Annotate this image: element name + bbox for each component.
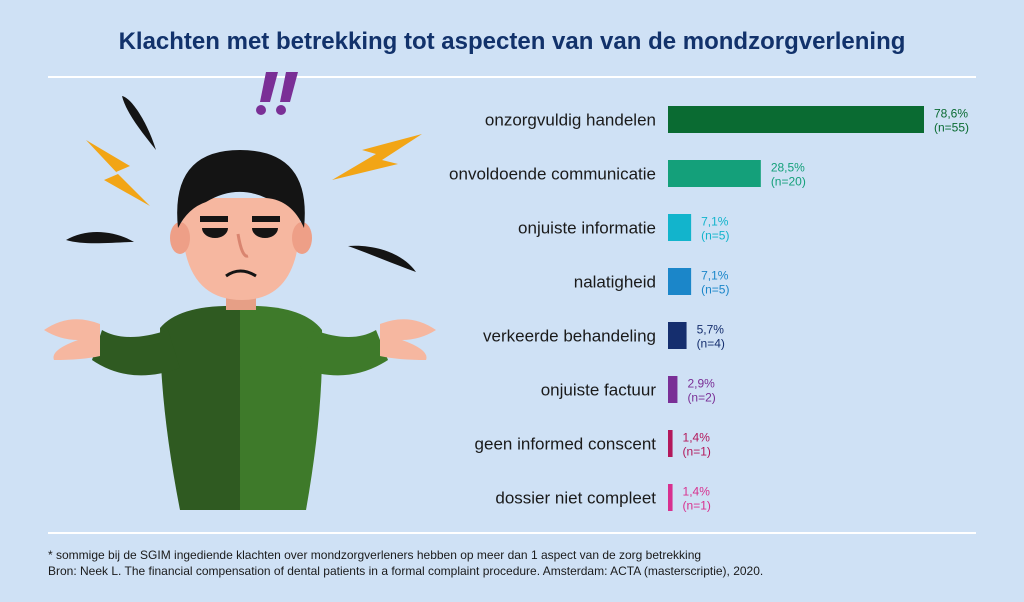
bar xyxy=(668,160,761,187)
chart-title: Klachten met betrekking tot aspecten van… xyxy=(118,28,906,55)
value-label: 7,1% xyxy=(701,269,729,283)
stroke-accent-icon xyxy=(66,231,134,244)
left-hand xyxy=(44,319,100,360)
footnote: * sommige bij de SGIM ingediende klachte… xyxy=(48,548,702,562)
eyebrow xyxy=(252,216,280,222)
value-label: 7,1% xyxy=(701,215,729,229)
right-hand xyxy=(380,319,436,360)
bar xyxy=(668,106,924,133)
category-label: onzorgvuldig handelen xyxy=(485,111,656,130)
lightning-icon xyxy=(332,134,422,180)
category-label: onjuiste factuur xyxy=(541,381,657,400)
count-label: (n=55) xyxy=(934,121,969,135)
value-label: 5,7% xyxy=(697,323,725,337)
value-label: 1,4% xyxy=(683,485,711,499)
exclamation-icon xyxy=(256,72,298,115)
value-label: 78,6% xyxy=(934,107,968,121)
ear xyxy=(170,222,190,254)
stroke-accent-icon xyxy=(122,96,156,150)
torso xyxy=(160,305,240,510)
bar xyxy=(668,484,673,511)
left-arm xyxy=(92,330,180,376)
category-label: dossier niet compleet xyxy=(495,489,656,508)
lightning-icon xyxy=(86,140,150,206)
right-arm xyxy=(300,330,388,376)
value-label: 2,9% xyxy=(687,377,715,391)
nose xyxy=(236,233,249,258)
count-label: (n=20) xyxy=(771,175,806,189)
count-label: (n=5) xyxy=(701,283,729,297)
category-label: geen informed conscent xyxy=(475,435,657,454)
value-label: 1,4% xyxy=(683,431,711,445)
bar xyxy=(668,322,687,349)
bar xyxy=(668,268,692,295)
bottom-divider xyxy=(48,532,976,534)
footer: * sommige bij de SGIM ingediende klachte… xyxy=(48,547,763,579)
category-label: onvoldoende communicatie xyxy=(449,165,656,184)
bar xyxy=(668,376,678,403)
bar xyxy=(668,214,692,241)
hair xyxy=(177,150,305,228)
stroke-accent-icon xyxy=(348,245,416,272)
category-label: verkeerde behandeling xyxy=(483,327,656,346)
value-label: 28,5% xyxy=(771,161,805,175)
eyebrow xyxy=(200,216,228,222)
eye xyxy=(202,228,228,238)
count-label: (n=1) xyxy=(683,499,711,513)
confused-person-illustration xyxy=(44,72,436,510)
category-label: nalatigheid xyxy=(574,273,656,292)
category-label: onjuiste informatie xyxy=(518,219,656,238)
mouth xyxy=(225,269,257,278)
eye xyxy=(252,228,278,238)
bar xyxy=(668,430,673,457)
count-label: (n=5) xyxy=(701,229,729,243)
count-label: (n=4) xyxy=(697,337,725,351)
top-divider xyxy=(48,76,976,78)
ear xyxy=(292,222,312,254)
torso xyxy=(240,305,323,510)
source-note: Bron: Neek L. The financial compensation… xyxy=(48,564,764,578)
bar-chart: onzorgvuldig handelen 78,6%(n=55) onvoldoe… xyxy=(449,106,969,513)
count-label: (n=1) xyxy=(683,445,711,459)
count-label: (n=2) xyxy=(687,391,715,405)
